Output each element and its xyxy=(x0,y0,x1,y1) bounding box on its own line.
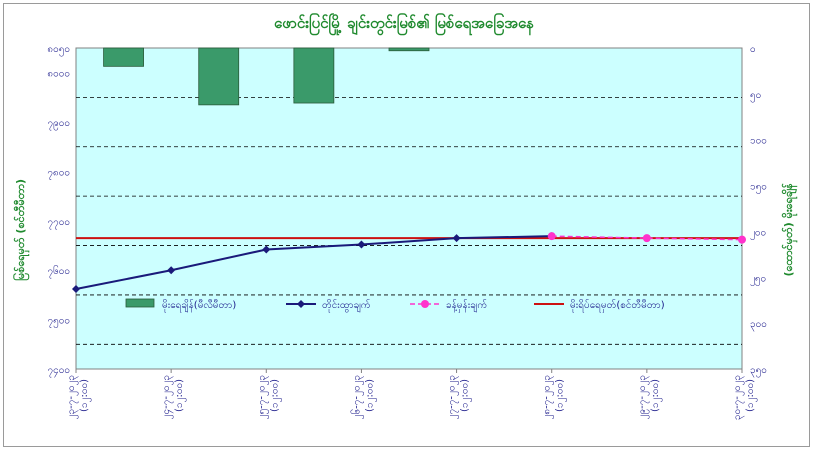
y-left-tick-label: ၇၇၀၀ xyxy=(48,217,71,230)
observed-point xyxy=(72,284,80,293)
legend-item: မိုးရေချိန်(မီလီမီတာ) xyxy=(125,298,236,313)
x-tick-date: ၂၆-၇-၂၀၂၃ xyxy=(349,375,364,419)
x-tick-time: (၁၂:၀၀) xyxy=(174,379,187,412)
x-tick-date: ၂၅-၇-၂၀၂၃ xyxy=(256,375,269,419)
x-tick-label: ၂၉-၇-၂၀၂၃ (၁၂:၀၀) xyxy=(637,375,663,419)
x-tick-time: (၁၂:၀၀) xyxy=(745,379,758,412)
y-left-tick-label: ၇၆၀၀ xyxy=(48,264,71,279)
x-tick-label: ၂၆-၇-၂၀၂၃ (၁၂:၀၀) xyxy=(349,375,377,419)
x-tick-date: ၃၀-၇-၂၀၂၃ xyxy=(732,375,745,420)
forecast-point xyxy=(738,235,746,244)
rainfall-bars xyxy=(103,47,430,106)
y-axis-left: ၇၄၀၀ ၇၅၀၀ ၇၆၀၀ ၇၇၀၀ ၇၈၀၀ ၇၉၀၀ ၈၀၀၀ ၈၀၅၀ xyxy=(47,44,70,378)
plot-area xyxy=(75,47,743,370)
y-right-tick-label: ၁၀၀ xyxy=(750,136,767,147)
y-left-tick-label: ၇၅၀၀ xyxy=(48,316,71,329)
y-right-tick-label: ၃၅၀ xyxy=(750,365,767,378)
x-tick-time: (၁၂:၀၀) xyxy=(269,379,282,412)
observed-point xyxy=(167,266,176,275)
y-axis-left-label: မြစ်ရေမှတ် (စင်တီမီတာ) xyxy=(12,179,30,281)
y-right-tick-label: ၂၀၀ xyxy=(750,227,766,240)
forecast-point xyxy=(642,234,651,243)
legend-item: ခန့်မှန်းချက် xyxy=(410,298,487,313)
x-tick-date: ၂၄-၇-၂၀၂၃ xyxy=(161,375,174,419)
observed-line xyxy=(75,235,552,290)
legend-item: မိုးရိပ်ရေမှတ်(စင်တီမီတာ) xyxy=(534,298,665,313)
y-right-tick-label: ၀ xyxy=(750,44,756,55)
legend-label: တိုင်းထွာချက် xyxy=(322,298,371,313)
x-tick-label: ၂၇-၇-၂၀၂၃ (၁၂:၀၀) xyxy=(447,375,473,419)
forecast-series xyxy=(547,232,746,244)
x-tick-time: (၁၂:၀၀) xyxy=(650,379,663,412)
x-tick-label: ၂၃-၇-၂၀၂၃ (၁၂:၀၀) xyxy=(66,375,92,419)
y-left-tick-label: ၈၀၅၀ xyxy=(47,44,70,57)
x-tick-label: ၂၈-၇-၂၀၂၃ (၁၂:၀၀) xyxy=(542,375,568,420)
y-right-tick-label: ၂၅၀ xyxy=(750,273,766,286)
x-tick-time: (၁၂:၀၀) xyxy=(79,379,92,412)
rainfall-bar xyxy=(198,47,240,106)
rainfall-bar xyxy=(388,47,430,52)
x-tick-time: (၁၂:၀၀) xyxy=(555,379,568,412)
x-tick-date: ၂၇-၇-၂၀၂၃ xyxy=(447,375,460,419)
y-right-tick-label: ၃၀၀ xyxy=(750,319,767,332)
y-right-tick-label: ၁၅၀ xyxy=(750,182,767,195)
legend-marker xyxy=(421,300,429,308)
x-tick-date: ၂၈-၇-၂၀၂၃ xyxy=(542,375,555,420)
legend-marker xyxy=(297,300,305,308)
legend-label: မိုးရိပ်ရေမှတ်(စင်တီမီတာ) xyxy=(570,298,665,313)
rainfall-bar xyxy=(103,47,144,67)
y-left-tick-label: ၇၄၀၀ xyxy=(48,365,71,378)
x-tick-label: ၂၅-၇-၂၀၂၃ (၁၂:၀၀) xyxy=(256,375,282,419)
x-tick-label: ၃၀-၇-၂၀၂၃ (၁၂:၀၀) xyxy=(732,375,758,420)
x-tick-date: ၂၉-၇-၂၀၂၃ xyxy=(637,375,650,419)
x-axis: ၂၃-၇-၂၀၂၃ (၁၂:၀၀) ၂၄-၇-၂၀၂၃ (၁၂:၀၀) ၂၅-၇-၂၀၂… xyxy=(66,369,758,420)
observed-point xyxy=(262,245,271,254)
legend-swatch xyxy=(125,298,155,308)
legend-label: မိုးရေချိန်(မီလီမီတာ) xyxy=(162,298,236,313)
y-right-tick-label: ၅၀ xyxy=(750,90,761,103)
x-tick-label: ၂၄-၇-၂၀၂၃ (၁၂:၀၀) xyxy=(161,375,187,419)
legend: မိုးရေချိန်(မီလီမီတာ) တိုင်းထွာချက် ခန့်မှ… xyxy=(125,298,665,313)
x-tick-time: (၁၂:၀၀) xyxy=(364,379,377,412)
chart-frame: ဖောင်းပြင်မြို့ ချင်းတွင်းမြစ်၏ မြစ်ရေအခ… xyxy=(3,3,810,447)
chart-title: ဖောင်းပြင်မြို့ ချင်းတွင်းမြစ်၏ မြစ်ရေအခ… xyxy=(274,12,534,36)
x-tick-date: ၂၃-၇-၂၀၂၃ xyxy=(66,375,79,419)
y-left-tick-label: ၇၉၀၀ xyxy=(48,118,71,131)
legend-label: ခန့်မှန်းချက် xyxy=(446,298,487,313)
chart: ဖောင်းပြင်မြို့ ချင်းတွင်းမြစ်၏ မြစ်ရေအခ… xyxy=(12,12,798,420)
gridlines xyxy=(76,96,742,345)
x-tick-time: (၁၂:၀၀) xyxy=(460,379,473,412)
y-left-tick-label: ၇၈၀၀ xyxy=(47,167,70,180)
y-left-tick-label: ၈၀၀၀ xyxy=(47,69,70,80)
legend-item: တိုင်းထွာချက် xyxy=(286,298,371,313)
y-axis-right-label: (ထောင်မှတ်) မိုးရေချိန် xyxy=(781,183,798,277)
observed-point xyxy=(357,240,366,249)
rainfall-bar xyxy=(293,47,335,104)
observed-point xyxy=(452,234,461,243)
forecast-point xyxy=(547,232,556,241)
